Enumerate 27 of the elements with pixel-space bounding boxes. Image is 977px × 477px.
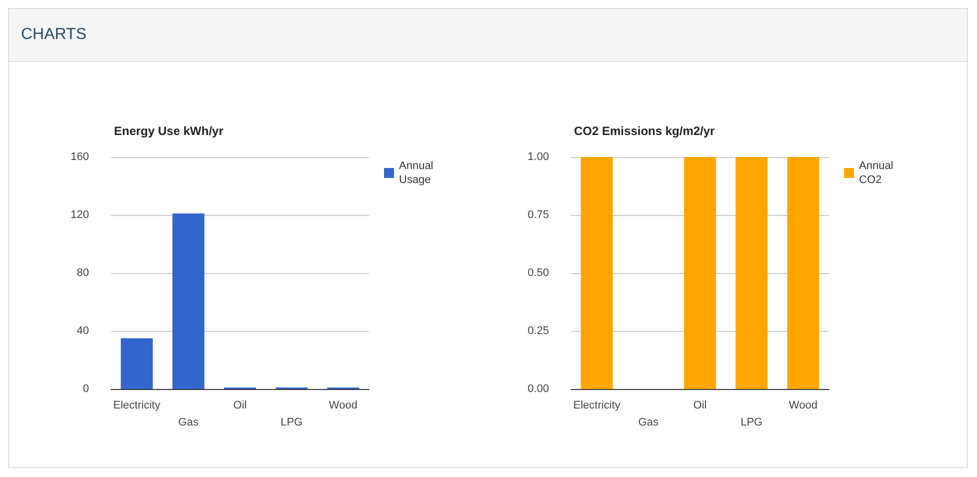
y-tick-label: 0.50 bbox=[528, 267, 549, 279]
x-tick-label: Wood bbox=[328, 400, 358, 412]
x-tick-label: LPG bbox=[280, 416, 303, 428]
y-tick-label: 0 bbox=[82, 383, 89, 395]
y-tick-label: 80 bbox=[76, 267, 89, 279]
x-tick-label: Wood bbox=[788, 400, 818, 412]
x-tick-label: LPG bbox=[740, 416, 763, 428]
y-tick-label: 160 bbox=[70, 151, 89, 163]
bar bbox=[172, 214, 204, 389]
y-tick-label: 1.00 bbox=[528, 151, 549, 163]
bar bbox=[120, 338, 153, 389]
x-tick-label: Gas bbox=[178, 416, 199, 428]
chart-title: Energy Use kWh/yr bbox=[114, 124, 224, 138]
x-tick-label: Gas bbox=[638, 416, 659, 428]
x-tick-label: Electricity bbox=[573, 400, 621, 412]
y-tick-label: 0.75 bbox=[528, 209, 549, 221]
legend-label: Annual Usage bbox=[399, 160, 436, 186]
x-tick-label: Electricity bbox=[113, 400, 161, 412]
y-tick-label: 40 bbox=[76, 325, 89, 337]
legend-label: Annual CO2 bbox=[859, 160, 896, 186]
text: CHARTS bbox=[9, 9, 967, 62]
y-tick-label: 0.00 bbox=[528, 383, 549, 395]
x-tick-label: Oil bbox=[233, 400, 247, 412]
y-tick-label: 0.25 bbox=[528, 325, 549, 337]
chart-title: CO2 Emissions kg/m2/yr bbox=[574, 124, 716, 138]
x-tick-label: Oil bbox=[693, 400, 707, 412]
y-tick-label: 120 bbox=[70, 209, 89, 221]
